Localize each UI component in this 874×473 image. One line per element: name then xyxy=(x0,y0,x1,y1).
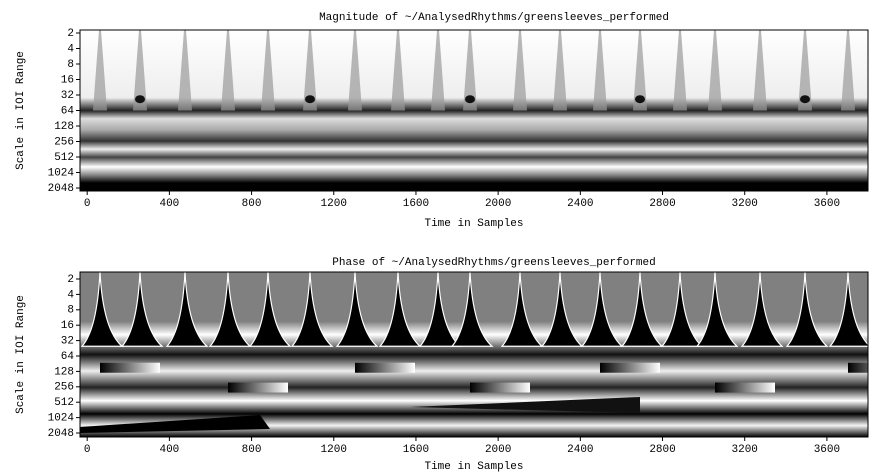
image-ridge xyxy=(633,30,647,111)
x-tick-label: 800 xyxy=(242,198,262,210)
y-tick-label: 16 xyxy=(61,74,74,86)
image-background xyxy=(80,272,868,437)
image-wedge xyxy=(228,382,288,393)
x-tick-label: 400 xyxy=(159,198,179,210)
y-tick-label: 2048 xyxy=(48,183,74,195)
y-tick-label: 1024 xyxy=(48,413,75,425)
x-axis-label: Time in Samples xyxy=(424,461,523,473)
y-tick-label: 4 xyxy=(67,43,74,55)
y-tick-label: 512 xyxy=(54,397,74,409)
image-ridge xyxy=(248,272,292,347)
image-blob xyxy=(800,95,810,104)
image-ridge xyxy=(335,272,379,347)
image-wedge xyxy=(848,362,868,373)
x-tick-label: 1200 xyxy=(321,198,347,210)
y-axis-label: Scale in IOI Range xyxy=(15,295,27,414)
image-ridge xyxy=(450,272,494,347)
image-ridge xyxy=(708,30,722,111)
x-tick-label: 3600 xyxy=(814,444,840,456)
y-tick-label: 32 xyxy=(61,90,74,102)
y-tick-label: 64 xyxy=(61,351,75,363)
x-tick-label: 1200 xyxy=(321,444,347,456)
y-tick-label: 64 xyxy=(61,105,75,117)
image-ridge xyxy=(221,30,235,111)
plot-frame xyxy=(79,271,869,438)
y-tick-label: 512 xyxy=(54,152,74,164)
image-ridge xyxy=(348,30,362,111)
image-ridge xyxy=(841,30,855,111)
image-blob xyxy=(305,95,315,104)
y-axis-label: Scale in IOI Range xyxy=(15,51,27,170)
image-ridge xyxy=(303,30,317,111)
x-tick-label: 3200 xyxy=(732,198,758,210)
image-ridge xyxy=(593,30,607,111)
x-axis-label: Time in Samples xyxy=(424,218,523,230)
y-tick-label: 8 xyxy=(67,305,74,317)
image-blob xyxy=(465,95,475,104)
image-wedge xyxy=(715,382,775,393)
image-ridge xyxy=(165,272,209,347)
image-wedge xyxy=(600,362,660,373)
y-tick-label: 16 xyxy=(61,320,74,332)
y-tick-label: 256 xyxy=(54,382,74,394)
y-tick-label: 128 xyxy=(54,366,74,378)
image-wedge xyxy=(100,362,160,373)
y-tick-label: 128 xyxy=(54,121,74,133)
image-ridge xyxy=(290,272,334,347)
x-tick-label: 0 xyxy=(84,198,91,210)
x-tick-label: 0 xyxy=(84,444,91,456)
x-tick-label: 2800 xyxy=(649,444,675,456)
y-tick-label: 2 xyxy=(67,28,74,40)
y-tick-label: 1024 xyxy=(48,167,75,179)
image-ridge xyxy=(261,30,275,111)
image-ridge xyxy=(178,30,192,111)
x-tick-label: 2400 xyxy=(567,198,593,210)
image-ridge xyxy=(740,272,784,347)
image-ridge xyxy=(93,30,107,111)
image-wedge xyxy=(410,397,640,413)
image-ridge xyxy=(513,30,527,111)
image-blob xyxy=(635,95,645,104)
x-tick-label: 1600 xyxy=(403,198,429,210)
image-ridge xyxy=(120,272,164,347)
x-tick-label: 2000 xyxy=(485,198,511,210)
heatmap-image xyxy=(80,272,868,437)
y-tick-label: 2048 xyxy=(48,428,74,440)
x-tick-label: 3600 xyxy=(814,198,840,210)
image-ridge xyxy=(553,30,567,111)
y-tick-label: 32 xyxy=(61,336,74,348)
x-tick-label: 2000 xyxy=(485,444,511,456)
image-ridge xyxy=(828,272,868,347)
x-tick-label: 3200 xyxy=(732,444,758,456)
x-tick-label: 1600 xyxy=(403,444,429,456)
image-ridge xyxy=(695,272,739,347)
x-tick-label: 800 xyxy=(242,444,262,456)
heatmap-image xyxy=(80,30,868,191)
image-blob xyxy=(135,95,145,104)
image-wedge xyxy=(80,415,270,433)
image-ridge xyxy=(391,30,405,111)
image-wedge xyxy=(355,362,415,373)
y-tick-label: 4 xyxy=(67,289,74,301)
image-ridge xyxy=(673,30,687,111)
image-ridge xyxy=(798,30,812,111)
x-tick-label: 400 xyxy=(159,444,179,456)
image-ridge xyxy=(431,30,445,111)
x-tick-label: 2400 xyxy=(567,444,593,456)
y-tick-label: 8 xyxy=(67,59,74,71)
chart-title: Phase of ~/AnalysedRhythms/greensleeves_… xyxy=(332,257,655,269)
image-ridge xyxy=(463,30,477,111)
image-ridge xyxy=(753,30,767,111)
chart-title: Magnitude of ~/AnalysedRhythms/greenslee… xyxy=(319,12,669,24)
image-wedge xyxy=(470,382,530,393)
image-ridge xyxy=(133,30,147,111)
image-ridge xyxy=(785,272,829,347)
y-tick-label: 2 xyxy=(67,274,74,286)
x-tick-label: 2800 xyxy=(649,198,675,210)
y-tick-label: 256 xyxy=(54,136,74,148)
